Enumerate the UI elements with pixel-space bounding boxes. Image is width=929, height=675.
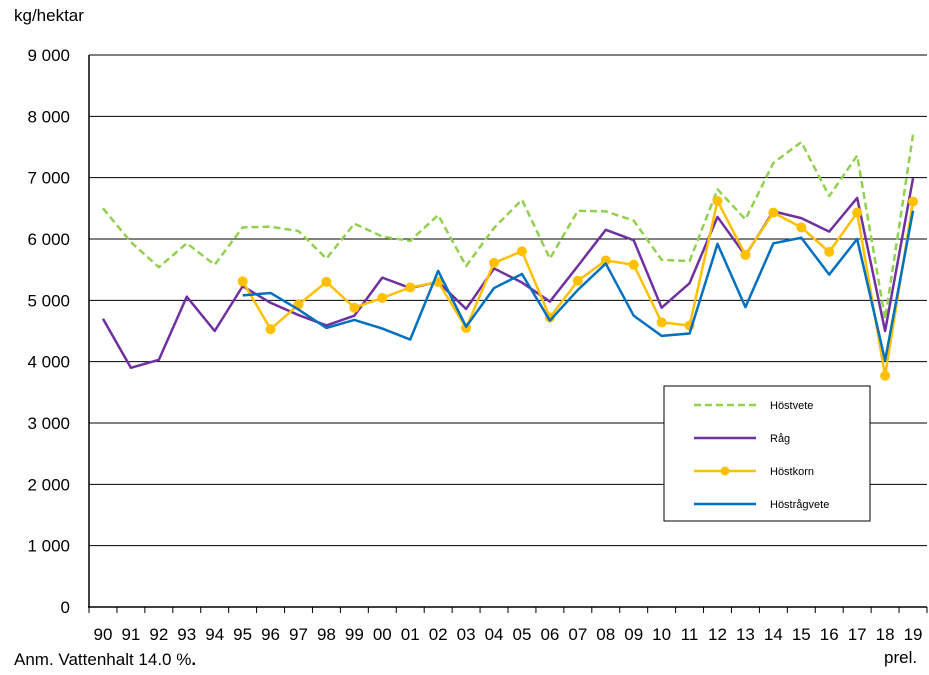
data-point-höstkorn [908, 196, 919, 207]
y-axis-unit-label: kg/hektar [14, 6, 84, 25]
x-tick-label: 13 [736, 625, 755, 644]
data-point-höstkorn [489, 257, 500, 268]
data-point-höstkorn [740, 249, 751, 260]
data-point-höstkorn [349, 302, 360, 313]
legend: Höstvete Råg Höstkorn Höstrågvete [663, 385, 871, 522]
legend-marker [720, 466, 730, 476]
footnote-text: Anm. Vattenhalt 14.0 % [14, 650, 192, 669]
x-tick-label: 12 [708, 625, 727, 644]
y-tick-label: 6 000 [27, 230, 70, 249]
x-tick-label: 02 [429, 625, 448, 644]
legend-label: Råg [770, 433, 790, 445]
x-tick-label: 91 [121, 625, 140, 644]
x-tick-label: 93 [177, 625, 196, 644]
y-tick-label: 9 000 [27, 46, 70, 65]
x-tick-label: 96 [261, 625, 280, 644]
preliminary-label: prel. [884, 648, 918, 667]
data-point-höstkorn [321, 276, 332, 287]
x-tick-label: 15 [792, 625, 811, 644]
data-point-höstkorn [880, 370, 891, 381]
x-tick-label: 16 [820, 625, 839, 644]
series-line-höstrågvete [242, 210, 915, 362]
x-tick-label: 03 [457, 625, 476, 644]
data-point-höstkorn [237, 276, 248, 287]
x-tick-label: 18 [876, 625, 895, 644]
x-tick-label: 99 [345, 625, 364, 644]
data-point-höstkorn [852, 207, 863, 218]
x-tick-label: 00 [373, 625, 392, 644]
data-point-höstkorn [656, 317, 667, 328]
x-tick-label: 94 [205, 625, 224, 644]
data-point-höstkorn [628, 259, 639, 270]
x-tick-label: 14 [764, 625, 783, 644]
x-tick-label: 07 [568, 625, 587, 644]
y-tick-label: 3 000 [27, 414, 70, 433]
data-point-höstkorn [265, 324, 276, 335]
data-point-höstkorn [796, 222, 807, 233]
data-point-höstkorn [572, 275, 583, 286]
series-line-råg [101, 178, 915, 370]
y-tick-label: 8 000 [27, 107, 70, 126]
legend-label: Höstrågvete [770, 499, 829, 511]
x-tick-label: 01 [401, 625, 420, 644]
x-tick-label: 92 [149, 625, 168, 644]
footnote: Anm. Vattenhalt 14.0 %. [14, 650, 196, 670]
series-line-höstvete [102, 134, 915, 320]
grid-lines [89, 54, 927, 547]
data-point-höstkorn [712, 195, 723, 206]
x-tick-label: 05 [513, 625, 532, 644]
data-point-höstkorn [768, 207, 779, 218]
x-tick-label: 98 [317, 625, 336, 644]
x-tick-label: 17 [848, 625, 867, 644]
x-tick-label: 04 [485, 625, 504, 644]
legend-box [663, 385, 871, 522]
y-tick-label: 7 000 [27, 169, 70, 188]
y-tick-label: 1 000 [27, 537, 70, 556]
y-tick-label: 0 [61, 598, 70, 617]
series-lines [101, 134, 919, 381]
data-point-höstkorn [600, 255, 611, 266]
x-tick-label: 90 [94, 625, 113, 644]
x-tick-label: 08 [596, 625, 615, 644]
legend-label: Höstvete [770, 400, 813, 412]
y-tick-label: 4 000 [27, 353, 70, 372]
x-tick-label: 06 [540, 625, 559, 644]
legend-label: Höstkorn [770, 466, 814, 478]
data-point-höstkorn [377, 292, 388, 303]
footnote-end: . [191, 650, 197, 669]
x-tick-label: 19 [904, 625, 923, 644]
x-tick-label: 97 [289, 625, 308, 644]
y-tick-label: 5 000 [27, 291, 70, 310]
data-point-höstkorn [405, 282, 416, 293]
data-point-höstkorn [824, 246, 835, 257]
data-point-höstkorn [516, 246, 527, 257]
x-tick-label: 09 [624, 625, 643, 644]
x-tick-label: 95 [233, 625, 252, 644]
x-tick-label: 11 [681, 625, 699, 644]
y-tick-label: 2 000 [27, 475, 70, 494]
x-tick-label: 10 [652, 625, 671, 644]
